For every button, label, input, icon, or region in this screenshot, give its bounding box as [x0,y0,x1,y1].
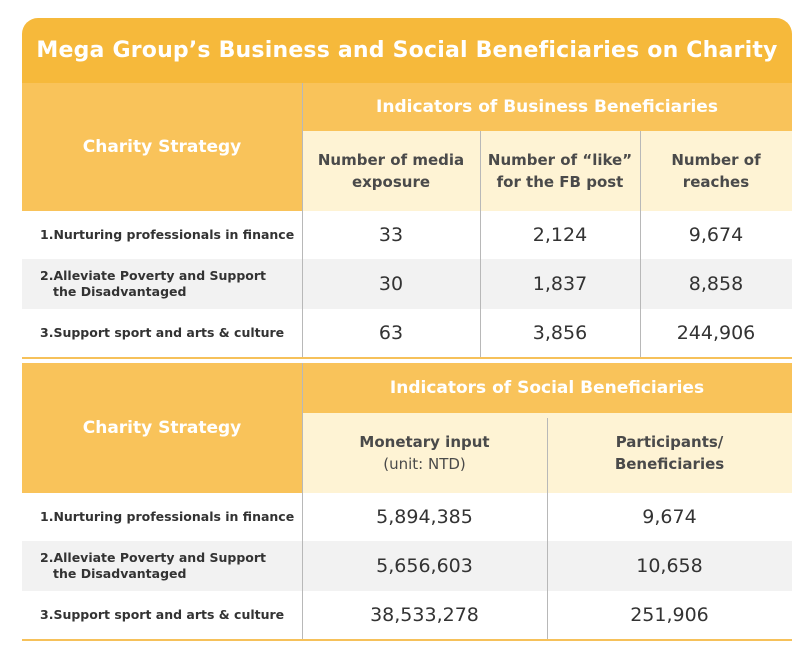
column-header-line2: Beneficiaries [614,455,725,473]
row-label: 2.Alleviate Poverty and Support the Disa… [22,259,302,309]
row-label-line1: 2.Alleviate Poverty and Support [40,550,267,565]
column-header-line1: Number of [671,151,761,169]
social-indicators-header: Indicators of Social Beneficiaries [302,363,792,413]
column-header-line2: (unit: NTD) [383,455,466,473]
column-header-line1: Number of media [317,151,465,169]
cell-participants: 251,906 [630,604,709,626]
title-bar: Mega Group’s Business and Social Benefic… [22,18,792,83]
table-row: 3.Support sport and arts & culture 63 3,… [22,309,792,357]
column-divider [480,131,481,357]
column-header-participants: Participants/ Beneficiaries [547,413,792,493]
cell-fb-likes: 2,124 [532,224,588,246]
cell-reaches: 8,858 [688,273,744,295]
table-row: 2.Alleviate Poverty and Support the Disa… [22,541,792,591]
cell-media-exposure: 63 [378,322,404,344]
row-label: 2.Alleviate Poverty and Support the Disa… [22,541,302,591]
social-strategy-header: Charity Strategy [22,363,302,493]
cell-participants: 9,674 [642,506,697,528]
table-row: 1.Nurturing professionals in finance 33 … [22,211,792,259]
table-row: 2.Alleviate Poverty and Support the Disa… [22,259,792,309]
row-label-line2: the Disadvantaged [53,284,187,299]
business-indicators-header: Indicators of Business Beneficiaries [302,83,792,131]
row-label-line2: the Disadvantaged [53,566,187,581]
row-label-line1: 3.Support sport and arts & culture [40,325,285,340]
table-row: 3.Support sport and arts & culture 38,53… [22,591,792,639]
bottom-divider [22,639,792,641]
row-label-line1: 3.Support sport and arts & culture [40,607,285,622]
table-row: 1.Nurturing professionals in finance 5,8… [22,493,792,541]
row-label: 1.Nurturing professionals in finance [22,493,302,541]
row-label: 1.Nurturing professionals in finance [22,211,302,259]
row-label: 3.Support sport and arts & culture [22,591,302,639]
column-header-reaches: Number of reaches [640,131,792,211]
charity-table-card: Mega Group’s Business and Social Benefic… [22,18,792,644]
column-header-line1: Participants/ [615,433,724,451]
cell-monetary-input: 38,533,278 [370,604,479,626]
cell-media-exposure: 33 [378,224,404,246]
row-label: 3.Support sport and arts & culture [22,309,302,357]
column-divider [302,83,303,357]
cell-participants: 10,658 [636,555,703,577]
row-label-line1: 2.Alleviate Poverty and Support [40,268,267,283]
column-header-monetary-input: Monetary input (unit: NTD) [302,413,547,493]
column-divider [302,363,303,639]
column-divider [547,418,548,639]
section-divider [22,357,792,359]
cell-reaches: 244,906 [676,322,756,344]
cell-reaches: 9,674 [688,224,744,246]
column-header-line1: Number of “like” [487,151,633,169]
cell-fb-likes: 1,837 [532,273,588,295]
column-divider [640,131,641,357]
column-header-line1: Monetary input [359,433,490,451]
row-label-line1: 1.Nurturing professionals in finance [40,227,295,242]
column-header-media-exposure: Number of media exposure [302,131,480,211]
row-label-line1: 1.Nurturing professionals in finance [40,509,295,524]
column-header-fb-likes: Number of “like” for the FB post [480,131,640,211]
page-title: Mega Group’s Business and Social Benefic… [36,38,778,63]
cell-monetary-input: 5,656,603 [376,555,473,577]
cell-monetary-input: 5,894,385 [376,506,473,528]
column-header-line2: exposure [351,173,431,191]
cell-fb-likes: 3,856 [532,322,588,344]
column-header-line2: reaches [682,173,750,191]
cell-media-exposure: 30 [378,273,404,295]
business-strategy-header: Charity Strategy [22,83,302,211]
column-header-line2: for the FB post [496,173,624,191]
